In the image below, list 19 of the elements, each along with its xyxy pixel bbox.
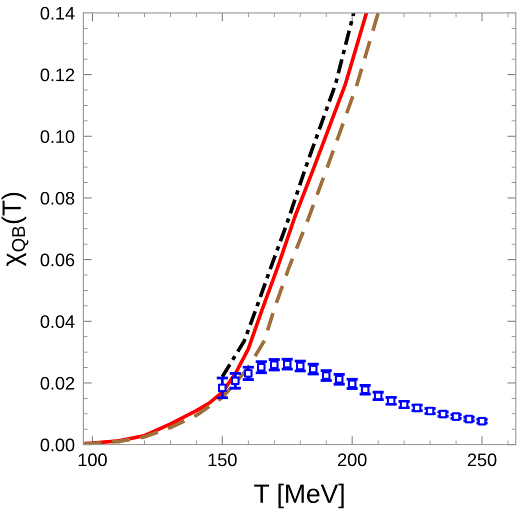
y-tick-label: 0.14 — [40, 6, 74, 20]
point — [256, 362, 266, 372]
x-tick-label: 100 — [78, 453, 107, 466]
x-axis-title: T [MeV] — [254, 484, 344, 508]
y-tick-label: 0.04 — [40, 315, 74, 328]
point — [218, 384, 227, 392]
point — [244, 369, 253, 378]
y-tick-label: 0.10 — [40, 130, 74, 143]
x-tick-label: 200 — [338, 453, 367, 466]
x-tick-label: 150 — [208, 453, 237, 466]
y-tick-label: 0.00 — [40, 438, 74, 452]
y-tick-label: 0.06 — [40, 254, 74, 266]
y-tick-label: 0.02 — [40, 376, 74, 390]
x-tick-label: 250 — [468, 453, 496, 466]
y-tick-label: 0.08 — [40, 192, 74, 205]
y-tick-label: 0.12 — [40, 68, 74, 82]
point — [230, 376, 240, 386]
y-axis-title: χ$_{QB}$(T) — [2, 192, 28, 266]
line-series — [220, 12, 356, 379]
